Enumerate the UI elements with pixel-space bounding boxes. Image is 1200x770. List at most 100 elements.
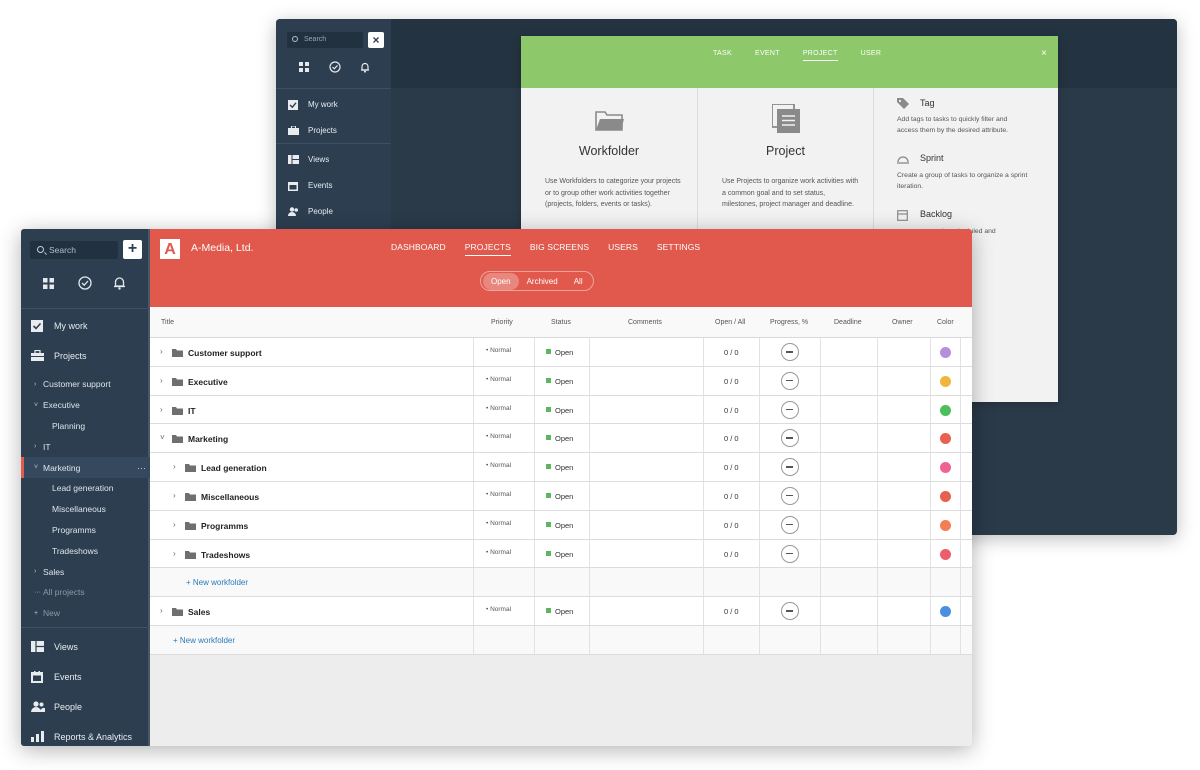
filter-open[interactable]: Open xyxy=(483,272,519,290)
color-swatch[interactable] xyxy=(940,548,951,560)
background-nav-people[interactable]: People xyxy=(276,198,391,224)
nav-projects-tab[interactable]: PROJECTS xyxy=(464,242,511,256)
more-options-icon[interactable]: ··· xyxy=(137,462,146,473)
project-name[interactable]: Marketing xyxy=(188,434,229,445)
color-swatch[interactable] xyxy=(940,490,951,502)
background-search-input[interactable]: Search xyxy=(287,32,363,48)
progress-circle-icon[interactable] xyxy=(781,400,799,419)
nav-reports[interactable]: Reports & Analytics xyxy=(21,722,150,746)
bell-icon[interactable] xyxy=(359,61,371,76)
nav-people[interactable]: People xyxy=(21,692,150,722)
nav-settings[interactable]: SETTINGS xyxy=(656,242,701,252)
chevron-right-icon[interactable]: › xyxy=(160,375,163,385)
color-swatch[interactable] xyxy=(940,404,951,416)
chevron-right-icon[interactable]: › xyxy=(160,606,163,616)
tree-item-it[interactable]: › IT xyxy=(34,441,51,452)
chevron-right-icon[interactable]: › xyxy=(173,519,176,529)
nav-users[interactable]: USERS xyxy=(608,242,638,252)
background-nav-my-work[interactable]: My work xyxy=(276,91,391,117)
progress-circle-icon[interactable] xyxy=(781,343,799,361)
col-deadline[interactable]: Deadline xyxy=(834,319,862,326)
tree-item-programms[interactable]: Programms xyxy=(52,524,96,535)
status-badge[interactable]: Open xyxy=(546,463,573,472)
tree-item-sales[interactable]: › Sales xyxy=(34,566,65,577)
progress-circle-icon[interactable] xyxy=(781,544,799,563)
nav-views[interactable]: Views xyxy=(21,632,150,662)
grid-icon[interactable] xyxy=(43,276,54,294)
background-nav-views[interactable]: Views xyxy=(276,146,391,172)
table-row-it[interactable]: › IT • Normal Open 0 / 0 xyxy=(150,395,972,425)
priority-value[interactable]: • Normal xyxy=(486,519,512,527)
project-name[interactable]: IT xyxy=(188,405,196,416)
table-row-programms[interactable]: › Programms • Normal Open 0 / 0 xyxy=(150,510,972,540)
background-nav-projects[interactable]: Projects xyxy=(276,117,391,143)
status-badge[interactable]: Open xyxy=(546,521,573,530)
col-priority[interactable]: Priority xyxy=(491,319,513,326)
project-name[interactable]: Executive xyxy=(188,376,228,387)
progress-circle-icon[interactable] xyxy=(781,486,799,505)
background-nav-events[interactable]: Events xyxy=(276,172,391,198)
table-row-lead-generation[interactable]: › Lead generation • Normal Open 0 / 0 xyxy=(150,453,972,482)
priority-value[interactable]: • Normal xyxy=(486,375,512,383)
color-swatch[interactable] xyxy=(940,462,951,474)
col-progress[interactable]: Progress, % xyxy=(770,319,809,326)
new-workfolder-link[interactable]: + New workfolder xyxy=(173,635,236,645)
status-badge[interactable]: Open xyxy=(546,377,573,386)
color-swatch[interactable] xyxy=(940,433,951,445)
priority-value[interactable]: • Normal xyxy=(486,490,512,498)
priority-value[interactable]: • Normal xyxy=(486,404,512,412)
nav-dashboard[interactable]: DASHBOARD xyxy=(391,242,446,252)
project-name[interactable]: Tradeshows xyxy=(201,549,251,560)
status-badge[interactable]: Open xyxy=(546,607,573,616)
nav-events[interactable]: Events xyxy=(21,662,150,692)
tree-item-planning[interactable]: Planning xyxy=(52,420,86,431)
table-row-sales[interactable]: › Sales • Normal Open 0 / 0 xyxy=(150,597,972,626)
bell-icon[interactable] xyxy=(113,276,126,295)
chevron-right-icon[interactable]: › xyxy=(173,490,176,500)
check-circle-icon[interactable] xyxy=(78,276,92,295)
table-row-customer-support[interactable]: › Customer support • Normal Open 0 / 0 xyxy=(150,338,972,367)
dialog-close-icon[interactable]: × xyxy=(1041,48,1047,59)
table-row-marketing[interactable]: ˅ Marketing • Normal Open 0 / 0 xyxy=(150,424,972,454)
tree-item-tradeshows[interactable]: Tradeshows xyxy=(52,545,98,556)
progress-circle-icon[interactable] xyxy=(781,371,799,390)
tree-item-customer-support[interactable]: › Customer support xyxy=(34,379,111,390)
nav-big-screens[interactable]: BIG SCREENS xyxy=(529,242,590,252)
nav-my-work[interactable]: My work xyxy=(21,311,150,341)
col-comments[interactable]: Comments xyxy=(628,319,662,326)
project-name[interactable]: Lead generation xyxy=(201,463,267,474)
chevron-right-icon[interactable]: › xyxy=(160,347,163,356)
status-badge[interactable]: Open xyxy=(546,550,573,559)
tree-item-new[interactable]: + New xyxy=(34,608,61,619)
tab-project[interactable]: PROJECT xyxy=(802,50,838,61)
background-close-button[interactable]: × xyxy=(368,32,384,48)
priority-value[interactable]: • Normal xyxy=(486,347,512,354)
grid-icon[interactable] xyxy=(299,61,309,75)
priority-value[interactable]: • Normal xyxy=(486,548,512,556)
priority-value[interactable]: • Normal xyxy=(486,462,512,470)
add-button[interactable]: + xyxy=(123,240,142,259)
chevron-right-icon[interactable]: › xyxy=(173,462,176,472)
color-swatch[interactable] xyxy=(940,519,951,531)
search-input[interactable]: Search xyxy=(30,241,118,259)
filter-archived[interactable]: Archived xyxy=(526,276,558,286)
color-swatch[interactable] xyxy=(940,347,951,358)
col-color[interactable]: Color xyxy=(937,319,954,326)
project-name[interactable]: Sales xyxy=(188,607,211,618)
table-row-executive[interactable]: › Executive • Normal Open 0 / 0 xyxy=(150,366,972,396)
tree-item-marketing[interactable]: ˅ Marketing ··· xyxy=(21,457,150,478)
new-workfolder-link[interactable]: + New workfolder xyxy=(186,578,249,588)
check-circle-icon[interactable] xyxy=(329,61,341,76)
table-row-tradeshows[interactable]: › Tradeshows • Normal Open 0 / 0 xyxy=(150,539,972,569)
priority-value[interactable]: • Normal xyxy=(486,433,512,441)
col-owner[interactable]: Owner xyxy=(892,319,913,326)
tab-user[interactable]: USER xyxy=(860,50,882,57)
status-badge[interactable]: Open xyxy=(546,492,573,501)
col-title[interactable]: Title xyxy=(161,319,174,326)
project-name[interactable]: Programms xyxy=(201,520,249,531)
filter-all[interactable]: All xyxy=(573,276,583,286)
new-workfolder-row[interactable]: + New workfolder xyxy=(150,568,972,598)
color-swatch[interactable] xyxy=(940,606,951,618)
col-status[interactable]: Status xyxy=(551,319,571,326)
table-row-miscellaneous[interactable]: › Miscellaneous • Normal Open 0 / 0 xyxy=(150,481,972,511)
